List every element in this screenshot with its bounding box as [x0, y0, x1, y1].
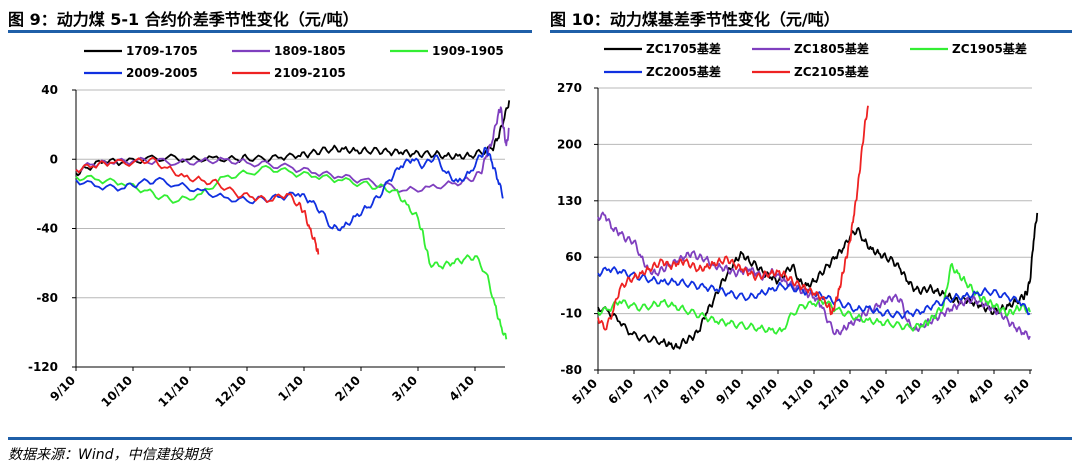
right-x-tick-label: 9/10 [713, 376, 744, 407]
right-legend-label: ZC2005基差 [646, 64, 721, 79]
right-legend-label: ZC1705基差 [646, 41, 721, 56]
right-y-tick-label: 130 [557, 194, 582, 208]
right-y-tick-label: 200 [557, 137, 582, 151]
right-y-tick-label: -10 [560, 307, 582, 321]
right-x-tick-label: 5/10 [1001, 376, 1032, 407]
right-x-tick-label: 12/10 [816, 376, 853, 413]
right-x-tick-label: 8/10 [677, 376, 708, 407]
right-x-tick-label: 4/10 [965, 376, 996, 407]
right-y-tick-label: -80 [560, 363, 582, 377]
source-rule [8, 437, 1072, 440]
right-legend-label: ZC2105基差 [794, 64, 869, 79]
data-source-note: 数据来源：Wind，中信建投期货 [8, 444, 212, 464]
right-x-tick-label: 1/10 [857, 376, 888, 407]
right-y-tick-label: 60 [565, 250, 582, 264]
right-x-tick-label: 6/10 [605, 376, 636, 407]
right-series-line-2 [598, 213, 1030, 340]
right-x-tick-label: 7/10 [641, 376, 672, 407]
right-y-tick-label: 270 [557, 81, 582, 95]
right-legend-label: ZC1805基差 [794, 41, 869, 56]
right-x-tick-label: 3/10 [929, 376, 960, 407]
right-x-tick-label: 10/10 [744, 376, 781, 413]
right-x-tick-label: 5/10 [569, 376, 600, 407]
right-x-tick-label: 2/10 [893, 376, 924, 407]
right-x-tick-label: 11/10 [780, 376, 817, 413]
right-legend-label: ZC1905基差 [952, 41, 1027, 56]
